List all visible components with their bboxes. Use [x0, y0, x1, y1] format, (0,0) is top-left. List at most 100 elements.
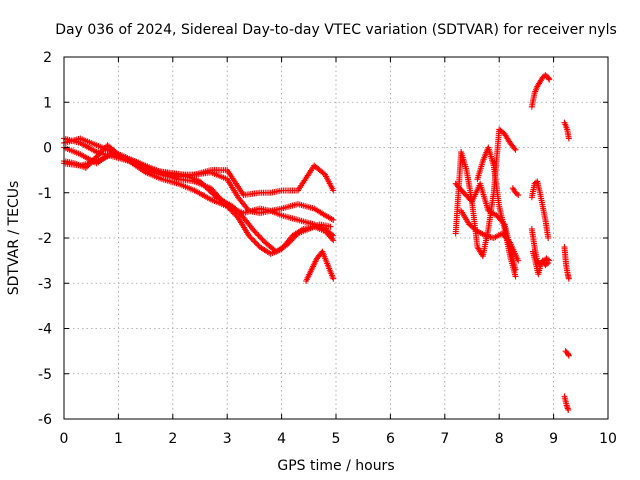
- data-point: [254, 231, 261, 238]
- data-point: [95, 152, 101, 159]
- grid-lines: [64, 57, 608, 419]
- series-track-r: [562, 348, 572, 359]
- series-track-q: [561, 244, 572, 282]
- data-point: [284, 241, 291, 248]
- series-track-f: [303, 248, 337, 284]
- data-point: [288, 237, 295, 244]
- x-tick-label: 4: [277, 431, 286, 447]
- x-tick-label: 9: [549, 431, 558, 447]
- data-point: [286, 238, 293, 245]
- data-point: [239, 213, 246, 220]
- series-track-p: [561, 119, 572, 142]
- data-point: [330, 187, 337, 194]
- data-point: [203, 185, 210, 192]
- data-point: [565, 352, 572, 359]
- data-point: [233, 213, 240, 220]
- data-point: [512, 273, 519, 280]
- data-point: [330, 275, 337, 282]
- data-point: [247, 234, 254, 241]
- data-point: [82, 164, 89, 171]
- data-point: [207, 188, 214, 195]
- x-tick-label: 2: [168, 431, 177, 447]
- data-point: [545, 235, 552, 241]
- series-track-l: [528, 178, 552, 241]
- data-point: [100, 146, 107, 153]
- x-tick-label: 5: [332, 431, 341, 447]
- data-point: [290, 234, 297, 241]
- data-point: [86, 160, 93, 167]
- data-point: [206, 187, 213, 194]
- x-tick-label: 6: [386, 431, 395, 447]
- data-point: [289, 236, 296, 243]
- series-track-s: [561, 393, 572, 413]
- data-point: [329, 235, 336, 242]
- y-tick-label: 1: [43, 95, 52, 111]
- data-point: [209, 190, 216, 197]
- data-point: [236, 210, 243, 217]
- series-track-j: [474, 144, 519, 280]
- chart-title: Day 036 of 2024, Sidereal Day-to-day VTE…: [55, 22, 617, 38]
- series-track-n: [529, 248, 553, 278]
- data-point: [235, 208, 242, 215]
- data-point: [251, 228, 258, 235]
- data-point: [248, 235, 255, 242]
- data-point: [250, 236, 257, 243]
- data-point: [292, 233, 299, 240]
- y-tick-label: 0: [43, 141, 52, 157]
- data-point: [198, 179, 205, 186]
- data-point: [197, 178, 203, 185]
- series-track-b: [61, 151, 337, 223]
- y-tick-label: -4: [38, 322, 52, 338]
- data-point: [285, 240, 292, 247]
- data-point: [232, 206, 239, 213]
- y-tick-label: -3: [38, 276, 52, 292]
- y-axis-label: SDTVAR / TECUs: [6, 181, 22, 296]
- x-tick-label: 10: [599, 431, 617, 447]
- data-point: [511, 145, 518, 152]
- data-point: [330, 216, 337, 223]
- data-point: [255, 232, 262, 239]
- series-track-o: [528, 72, 553, 110]
- data-point: [513, 190, 520, 197]
- data-point: [252, 239, 259, 246]
- y-tick-label: -2: [38, 231, 52, 247]
- x-tick-label: 8: [495, 431, 504, 447]
- data-point: [259, 236, 266, 243]
- data-point: [327, 223, 334, 230]
- data-point: [512, 146, 519, 153]
- data-point: [251, 238, 258, 245]
- y-tick-label: -6: [38, 412, 52, 428]
- data-point: [229, 203, 236, 210]
- data-point: [515, 257, 522, 264]
- data-point: [543, 261, 550, 268]
- data-point: [231, 204, 237, 211]
- data-point: [233, 207, 240, 214]
- x-axis-label: GPS time / hours: [277, 458, 394, 474]
- data-point: [231, 210, 237, 217]
- data-point: [97, 149, 104, 156]
- data-point: [245, 232, 252, 239]
- axis-ticks: [63, 56, 609, 420]
- data-point: [237, 211, 244, 218]
- data-point: [85, 162, 92, 169]
- y-tick-label: 2: [43, 50, 52, 66]
- data-point: [99, 147, 106, 154]
- data-point: [199, 181, 206, 188]
- data-point: [330, 237, 337, 244]
- x-tick-label: 1: [114, 431, 123, 447]
- data-point: [92, 154, 99, 161]
- data-points: [61, 72, 572, 413]
- x-tick-labels: 0 1 2 3 4 5 6 7 8 9 10: [60, 431, 617, 447]
- data-point: [565, 135, 572, 142]
- data-point: [93, 153, 100, 160]
- y-tick-label: -5: [38, 367, 52, 383]
- series-track-h: [452, 180, 519, 273]
- data-point: [229, 208, 236, 215]
- data-point: [96, 150, 103, 157]
- series-track-a: [61, 135, 337, 199]
- data-point: [258, 235, 265, 242]
- data-point: [544, 256, 551, 263]
- data-point: [565, 406, 572, 413]
- series-track-i: [458, 207, 522, 264]
